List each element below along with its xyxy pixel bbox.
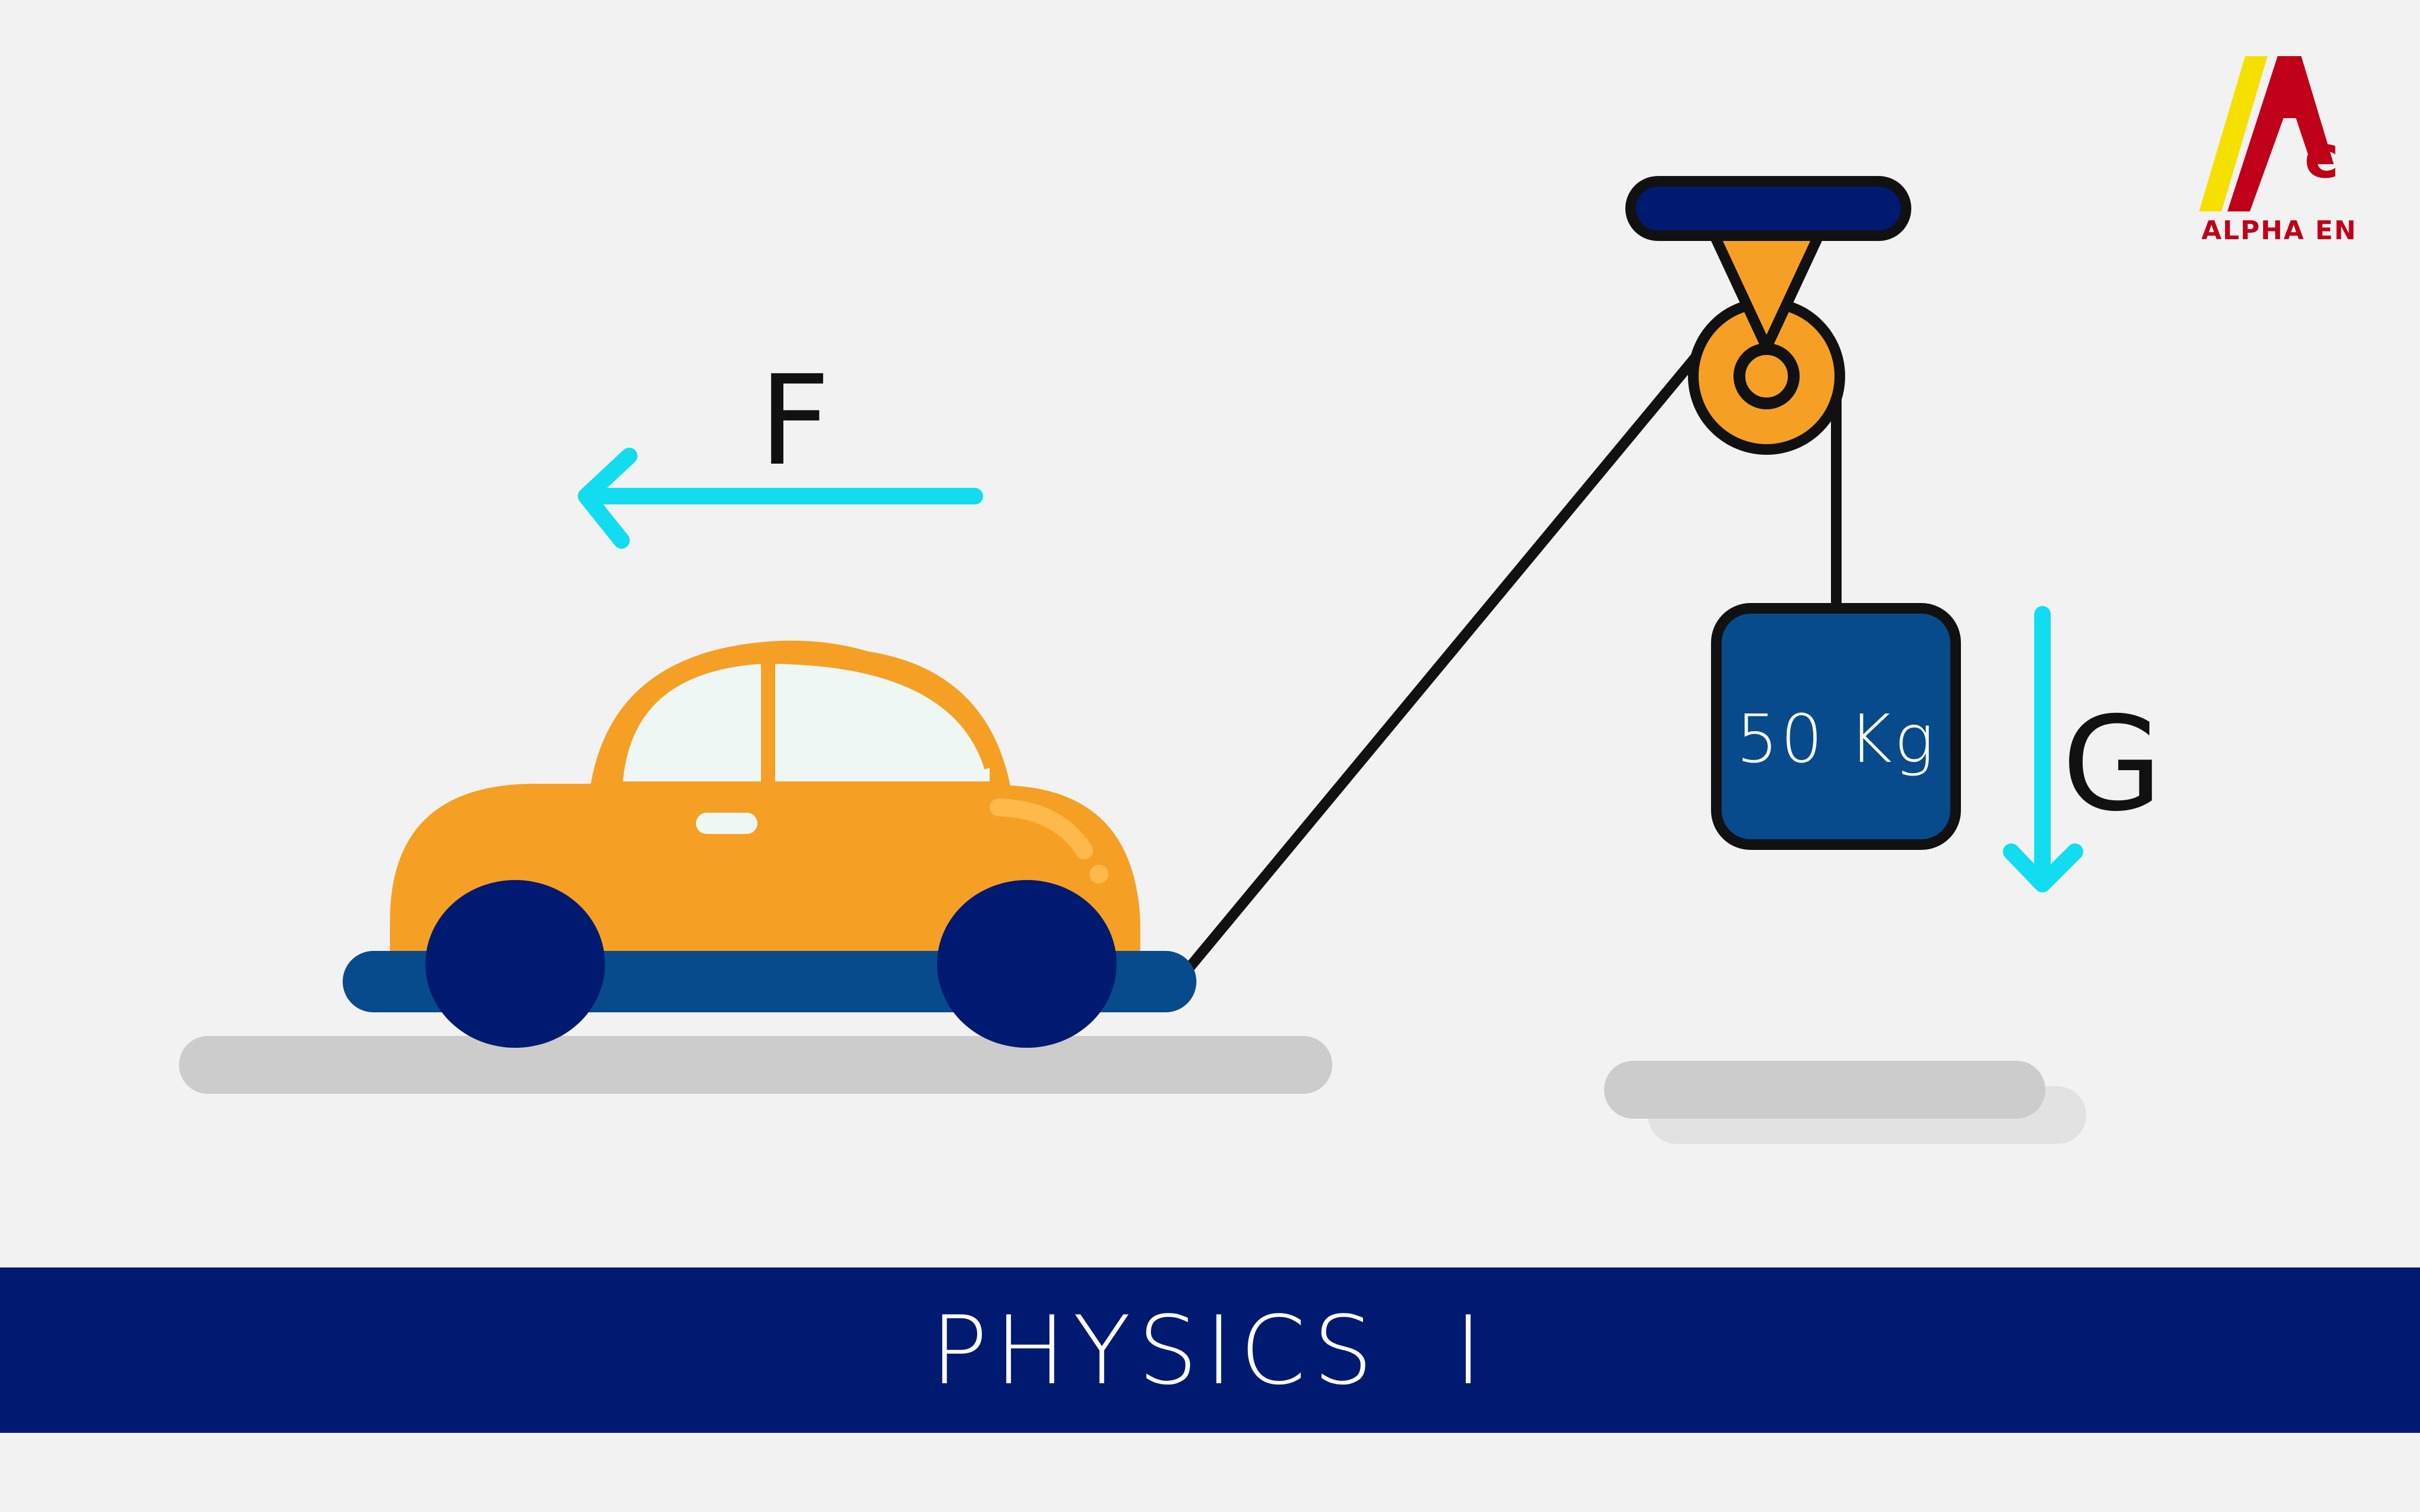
car-window-rear [617,659,761,784]
car-wheel-front [937,880,1117,1048]
gravity-arrow [2003,606,2083,892]
car-window-front [775,659,990,784]
pulley-axle [1733,343,1800,409]
pulley [1625,176,1911,455]
gravity-label: G [2062,689,2162,840]
car-door-handle [696,813,757,834]
weight-label: 50 Kg [1736,701,1937,778]
ceiling-beam [1625,176,1911,241]
rope-diagonal [1180,341,1710,977]
weight-block: 50 Kg [1711,603,1961,850]
car-wheel-rear [425,880,605,1048]
force-arrow [578,448,983,549]
title-banner: PHYSICS I [0,1267,2420,1433]
logo-wordmark: ALPHA EN [2201,216,2357,246]
banner-title: PHYSICS I [931,1295,1489,1406]
force-label: F [759,348,831,493]
weight-ground-shadow [1604,1061,2086,1144]
logo-c-glyph: c [2304,122,2339,191]
car [343,640,1196,1048]
alpha-en-logo: c ALPHA EN [2199,56,2357,246]
